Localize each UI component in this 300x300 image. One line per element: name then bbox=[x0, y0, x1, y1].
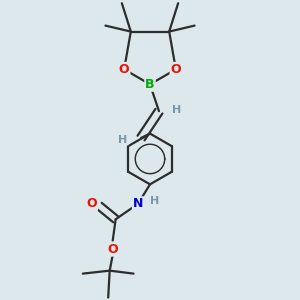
Text: O: O bbox=[119, 63, 130, 76]
Text: H: H bbox=[172, 105, 182, 115]
Text: O: O bbox=[107, 243, 118, 256]
Text: H: H bbox=[118, 134, 128, 145]
Text: B: B bbox=[145, 78, 155, 91]
Text: H: H bbox=[150, 196, 159, 206]
Text: N: N bbox=[133, 197, 143, 210]
Text: O: O bbox=[170, 63, 181, 76]
Text: O: O bbox=[86, 197, 97, 210]
